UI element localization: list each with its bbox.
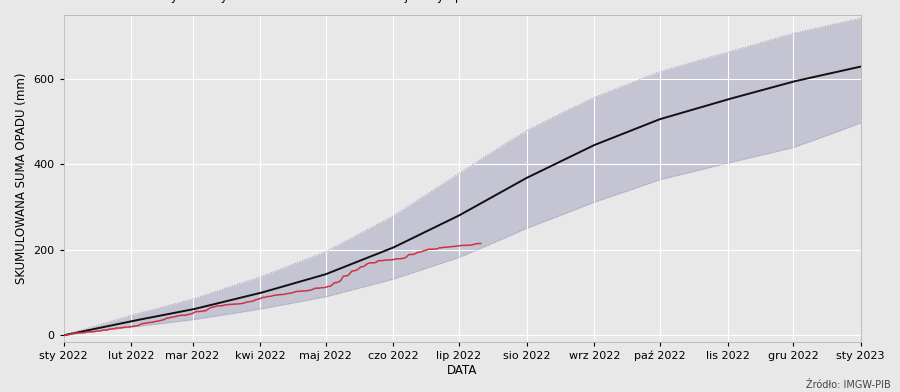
X-axis label: DATA: DATA <box>447 364 477 377</box>
Y-axis label: SKUMULOWANA SUMA OPADU (mm): SKUMULOWANA SUMA OPADU (mm) <box>15 73 28 284</box>
Text: dodatkowe zakresy: kwantyle 5% oraz 95% skumulowanej sumy opadu: dodatkowe zakresy: kwantyle 5% oraz 95% … <box>64 0 484 3</box>
Text: Źródło: IMGW-PIB: Źródło: IMGW-PIB <box>806 380 891 390</box>
